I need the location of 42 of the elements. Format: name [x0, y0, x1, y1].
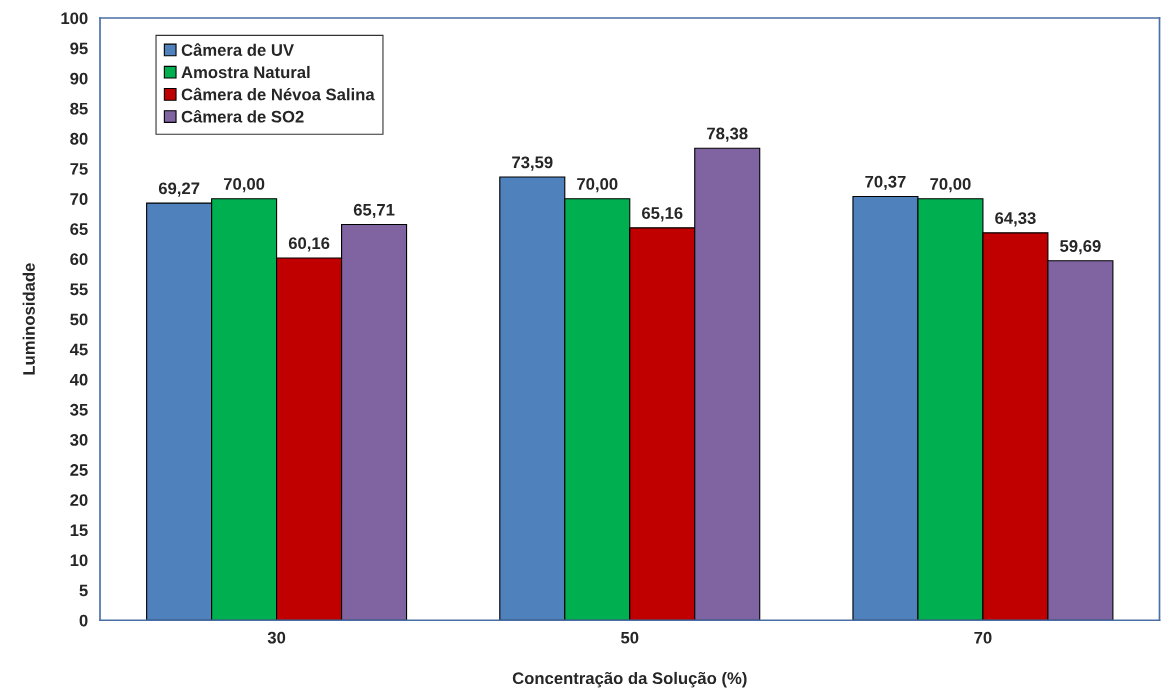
y-tick-label: 85	[70, 102, 88, 115]
data-label: 70,00	[577, 178, 618, 193]
data-label: 65,71	[353, 203, 395, 219]
legend-label: Câmera de UV	[181, 43, 294, 56]
x-tick-label: 70	[974, 631, 992, 644]
y-tick-label: 30	[70, 433, 88, 446]
y-tick-label: 90	[70, 72, 88, 85]
data-label: 70,37	[865, 175, 906, 191]
y-tick-label: 0	[79, 614, 88, 627]
legend-label: Câmera de Névoa Salina	[181, 87, 375, 101]
data-label: 73,59	[512, 156, 553, 171]
data-label: 78,38	[707, 127, 748, 142]
y-tick-label: 5	[79, 584, 88, 597]
y-tick-label: 25	[70, 464, 88, 476]
y-tick-label: 40	[69, 373, 88, 386]
data-label: 64,33	[995, 212, 1036, 227]
legend-label: Câmera de SO2	[181, 109, 304, 123]
y-tick-label: 15	[70, 524, 88, 537]
y-tick-label: 20	[70, 494, 88, 506]
y-tick-label: 55	[70, 283, 88, 296]
x-tick-label: 50	[621, 631, 639, 644]
y-tick-label: 100	[61, 12, 88, 25]
y-tick-label: 70	[70, 193, 88, 205]
y-tick-label: 95	[70, 42, 88, 55]
data-label: 70,00	[930, 178, 971, 193]
data-label: 70,00	[223, 178, 265, 193]
y-tick-label: 80	[70, 132, 88, 145]
y-tick-label: 50	[70, 313, 88, 326]
y-tick-label: 75	[70, 163, 88, 175]
x-axis-title: Concentração da Solução (%)	[512, 671, 747, 688]
y-tick-label: 45	[69, 343, 88, 356]
y-axis-title: Luminosidade	[22, 263, 35, 375]
legend-label: Amostra Natural	[181, 65, 310, 79]
y-tick-label: 60	[70, 253, 88, 266]
y-tick-label: 65	[70, 223, 88, 235]
y-tick-label: 10	[70, 554, 88, 567]
y-tick-label: 35	[70, 403, 88, 416]
data-label: 69,27	[158, 182, 200, 197]
data-label: 65,16	[642, 207, 683, 222]
x-tick-label: 30	[267, 631, 286, 644]
data-label: 59,69	[1060, 240, 1101, 255]
data-label: 60,16	[288, 237, 330, 252]
